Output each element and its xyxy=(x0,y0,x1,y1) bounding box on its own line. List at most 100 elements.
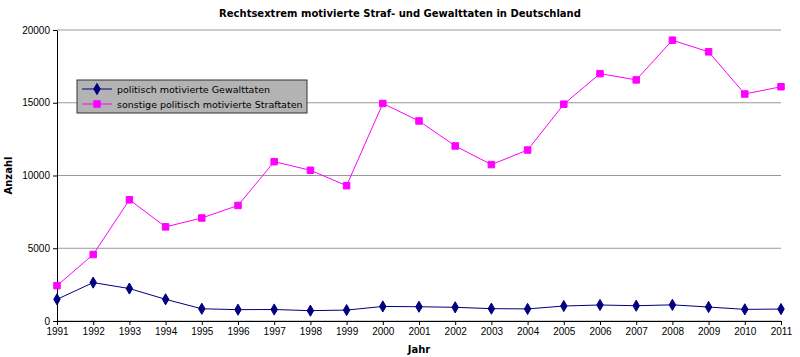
x-tick: 2007 xyxy=(626,321,649,337)
series-marker xyxy=(488,161,494,167)
x-tick-mark xyxy=(745,321,746,325)
x-tick-mark xyxy=(709,321,710,325)
y-axis-title: Anzahl xyxy=(3,157,14,195)
grid xyxy=(57,30,781,321)
series-marker xyxy=(524,303,530,314)
series-marker xyxy=(271,304,277,315)
legend-label: sonstige politisch motivierte Straftaten xyxy=(117,99,303,110)
series-marker xyxy=(561,101,567,107)
x-tick-label: 2005 xyxy=(553,326,576,337)
series-marker xyxy=(271,158,277,164)
legend: politisch motivierte Gewalttaten sonstige… xyxy=(77,80,307,113)
x-tick: 2010 xyxy=(734,321,757,337)
series-marker xyxy=(633,77,639,83)
x-tick-label: 2007 xyxy=(626,326,649,337)
series-marker xyxy=(307,167,313,173)
x-tick-label: 2008 xyxy=(662,326,685,337)
series-marker xyxy=(778,84,784,90)
legend-label: politisch motivierte Gewalttaten xyxy=(117,84,270,95)
series-marker xyxy=(778,303,784,314)
series-marker xyxy=(343,305,349,316)
y-tick-mark xyxy=(53,248,57,249)
series-marker xyxy=(343,182,349,188)
grid-line xyxy=(57,30,781,31)
y-tick-mark xyxy=(53,176,57,177)
x-tick-label: 1999 xyxy=(336,326,359,337)
x-tick: 2008 xyxy=(662,321,685,337)
x-tick-mark xyxy=(781,321,782,325)
series-marker xyxy=(669,299,675,310)
y-axis-line xyxy=(57,31,58,322)
x-tick-mark xyxy=(636,321,637,325)
x-tick: 2011 xyxy=(771,321,793,337)
series-marker xyxy=(126,283,132,294)
x-tick: 2004 xyxy=(517,321,540,337)
x-tick-label: 1991 xyxy=(46,326,69,337)
y-tick: 10000 xyxy=(22,170,57,181)
y-tick-mark xyxy=(53,321,57,322)
legend-marker xyxy=(94,83,100,94)
series-marker xyxy=(416,118,422,124)
x-tick-mark xyxy=(672,321,673,325)
x-tick-label: 2011 xyxy=(771,326,793,337)
y-axis: 05000100001500020000 xyxy=(22,25,57,327)
x-tick-label: 2002 xyxy=(445,326,468,337)
x-tick-mark xyxy=(383,321,384,325)
x-tick-label: 2001 xyxy=(408,326,431,337)
x-tick-mark xyxy=(310,321,311,325)
x-tick-label: 2004 xyxy=(517,326,540,337)
x-tick-label: 1995 xyxy=(191,326,214,337)
y-tick-mark xyxy=(53,103,57,104)
x-tick-label: 2009 xyxy=(698,326,721,337)
y-tick: 0 xyxy=(44,316,57,327)
x-tick-mark xyxy=(57,321,58,325)
x-tick-mark xyxy=(528,321,529,325)
x-tick-label: 1993 xyxy=(119,326,142,337)
series-marker xyxy=(742,304,748,315)
x-axis-title: Jahr xyxy=(407,344,431,355)
series-marker xyxy=(669,37,675,43)
series-marker xyxy=(742,91,748,97)
x-tick: 2000 xyxy=(372,321,395,337)
series-marker xyxy=(199,215,205,221)
series-marker xyxy=(524,147,530,153)
series-marker xyxy=(90,277,96,288)
series-marker xyxy=(452,143,458,149)
x-tick-label: 1998 xyxy=(300,326,323,337)
series-marker xyxy=(307,305,313,316)
x-tick-mark xyxy=(202,321,203,325)
x-tick: 2003 xyxy=(481,321,504,337)
series-marker xyxy=(561,300,567,311)
x-tick-label: 2006 xyxy=(589,326,612,337)
x-tick-label: 1992 xyxy=(83,326,106,337)
chart: 0500010000150002000019911992199319941995… xyxy=(0,0,800,357)
x-tick-label: 2000 xyxy=(372,326,395,337)
series-marker xyxy=(597,299,603,310)
x-tick-label: 1996 xyxy=(227,326,250,337)
x-tick-mark xyxy=(238,321,239,325)
x-tick: 1992 xyxy=(83,321,106,337)
x-tick: 2009 xyxy=(698,321,721,337)
series-marker xyxy=(235,202,241,208)
x-tick: 1998 xyxy=(300,321,323,337)
y-tick: 20000 xyxy=(22,25,57,36)
x-tick-label: 2003 xyxy=(481,326,504,337)
grid-line xyxy=(57,175,781,176)
series-marker xyxy=(54,294,60,305)
series-marker xyxy=(199,303,205,314)
y-tick-label: 5000 xyxy=(28,243,51,254)
series-marker xyxy=(162,224,168,230)
series-marker xyxy=(597,70,603,76)
chart-title: Rechtsextrem motivierte Straf- und Gewal… xyxy=(219,8,581,19)
series-marker xyxy=(488,303,494,314)
x-tick: 1999 xyxy=(336,321,359,337)
y-tick-mark xyxy=(53,30,57,31)
series-marker xyxy=(705,49,711,55)
legend-box xyxy=(77,80,307,113)
x-tick: 2006 xyxy=(589,321,612,337)
x-tick-mark xyxy=(347,321,348,325)
x-tick: 2005 xyxy=(553,321,576,337)
series-line xyxy=(57,40,781,285)
series-marker xyxy=(90,251,96,257)
x-tick-mark xyxy=(166,321,167,325)
